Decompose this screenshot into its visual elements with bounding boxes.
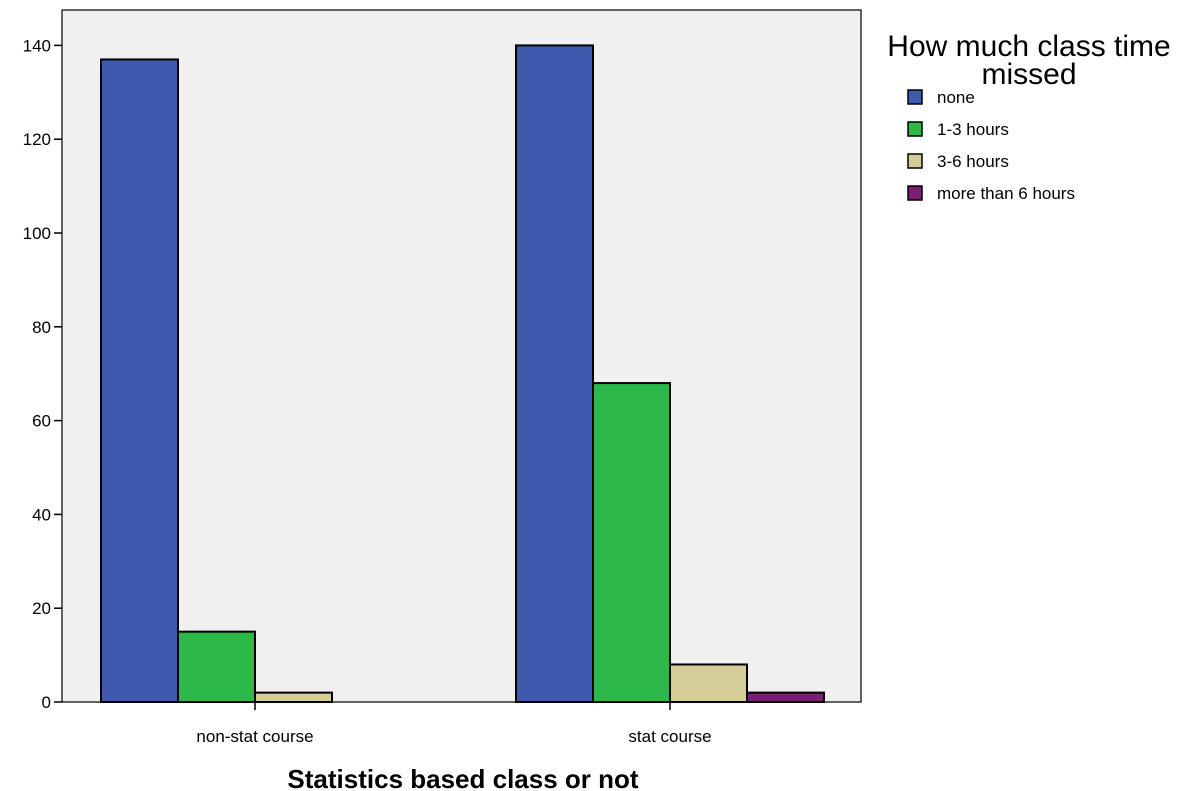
- legend-label: more than 6 hours: [937, 184, 1075, 203]
- legend: How much class time missed none 1-3 hours…: [887, 30, 1170, 203]
- legend-swatch: [907, 121, 923, 137]
- bars-group: [100, 44, 825, 704]
- y-axis: 0 20 40 60 80 100 120 140: [23, 36, 62, 712]
- legend-label: none: [937, 88, 975, 107]
- y-tick-label: 140: [23, 36, 51, 55]
- bar-1-1: [592, 382, 671, 703]
- legend-title-line-2: missed: [981, 58, 1076, 91]
- y-tick-label: 0: [42, 693, 51, 712]
- legend-title-line-1: How much class time: [887, 30, 1170, 63]
- x-axis-title: Statistics based class or not: [287, 764, 638, 791]
- plot-area: [61, 9, 862, 703]
- y-tick-label: 60: [32, 412, 51, 431]
- x-tick-label: non-stat course: [196, 727, 313, 746]
- y-tick-label: 20: [32, 599, 51, 618]
- bar-1-0: [177, 630, 256, 704]
- y-tick-label: 40: [32, 505, 51, 524]
- bar-3-1: [746, 691, 825, 703]
- legend-items: none 1-3 hours 3-6 hours more than 6 hours: [907, 88, 1075, 203]
- y-tick-label: 100: [23, 224, 51, 243]
- bar-0-0: [100, 58, 179, 704]
- y-tick-label: 120: [23, 130, 51, 149]
- y-tick-label: 80: [32, 318, 51, 337]
- legend-label: 3-6 hours: [937, 152, 1009, 171]
- legend-label: 1-3 hours: [937, 120, 1009, 139]
- legend-swatch: [907, 153, 923, 169]
- bar-2-1: [669, 663, 748, 703]
- bar-2-0: [254, 691, 333, 703]
- bar-0-1: [515, 44, 594, 703]
- x-tick-label: stat course: [628, 727, 711, 746]
- legend-swatch: [907, 185, 923, 201]
- x-axis: non-stat course stat course: [196, 702, 712, 746]
- legend-swatch: [907, 89, 923, 105]
